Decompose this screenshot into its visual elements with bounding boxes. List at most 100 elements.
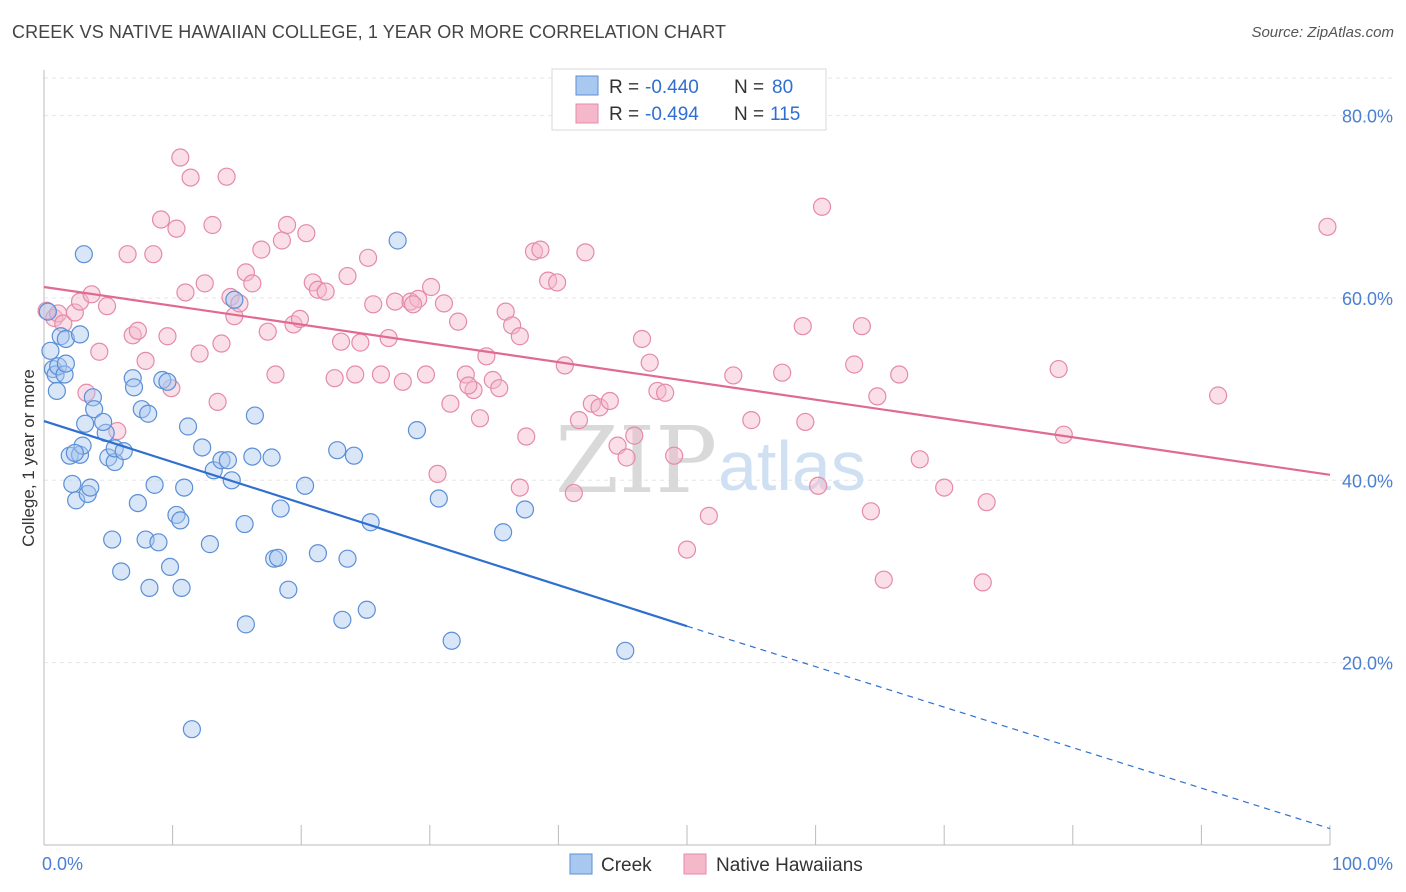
creek-point <box>308 544 328 563</box>
native-hawaiians-point <box>456 365 475 384</box>
creek-point <box>74 245 93 264</box>
creek-point <box>182 720 201 739</box>
creek-point <box>124 378 144 397</box>
creek-point <box>225 290 244 309</box>
y-tick-label: 40.0% <box>1342 471 1393 491</box>
native-hawaiians-point <box>416 365 436 384</box>
native-hawaiians-point <box>151 210 171 229</box>
creek-trend-extension <box>686 625 1331 830</box>
native-hawaiians-point <box>890 365 909 384</box>
native-hawaiians-point <box>524 242 544 261</box>
native-hawaiians-point <box>364 295 383 314</box>
native-hawaiians-point <box>90 342 109 361</box>
legend-hawaii-r-value: -0.494 <box>645 104 699 125</box>
native-hawaiians-point <box>118 245 137 264</box>
native-hawaiians-point <box>555 356 574 375</box>
x-tick-label: 0.0% <box>42 854 83 874</box>
native-hawaiians-point <box>190 344 209 363</box>
native-hawaiians-point <box>316 282 335 301</box>
y-tick-label: 20.0% <box>1342 654 1393 674</box>
native-hawaiians-point <box>65 303 84 322</box>
creek-point <box>271 499 290 518</box>
native-hawaiians-point <box>742 411 761 430</box>
native-hawaiians-point <box>217 167 236 186</box>
native-hawaiians-point <box>325 369 344 388</box>
native-hawaiians-point <box>128 321 147 340</box>
creek-point <box>56 329 75 349</box>
native-hawaiians-point <box>564 483 583 503</box>
native-hawaiians-point <box>243 274 262 293</box>
native-hawaiians-point <box>358 248 378 267</box>
bottom-legend-hawaii-label: Native Hawaiians <box>716 855 863 876</box>
creek-point <box>279 580 298 599</box>
bottom-legend-creek-label: Creek <box>601 855 652 876</box>
native-hawaiians-point <box>144 245 163 264</box>
native-hawaiians-point <box>470 409 490 428</box>
native-hawaiians-point <box>632 329 652 349</box>
creek-point <box>65 443 84 463</box>
legend-hawaii-n-label: N = <box>734 104 764 125</box>
native-hawaiians-point <box>108 421 127 441</box>
creek-point <box>268 548 288 567</box>
native-hawaiians-point <box>338 266 357 286</box>
native-hawaiians-point <box>910 450 929 469</box>
native-hawaiians-point <box>266 365 285 384</box>
native-hawaiians-point <box>158 327 177 346</box>
creek-point <box>357 600 376 619</box>
native-hawaiians-point <box>351 333 370 352</box>
native-hawaiians-point <box>136 351 155 370</box>
native-hawaiians-point <box>809 476 828 495</box>
x-tick-label: 100.0% <box>1332 854 1393 874</box>
chart-title: CREEK VS NATIVE HAWAIIAN COLLEGE, 1 YEAR… <box>12 22 727 42</box>
native-hawaiians-point <box>171 148 190 167</box>
creek-point <box>515 500 535 519</box>
gridlines <box>44 77 1392 664</box>
creek-point <box>344 446 364 465</box>
native-hawaiians-point <box>448 312 468 331</box>
native-hawaiians-point <box>548 273 567 292</box>
native-hawaiians-point <box>569 411 589 430</box>
native-hawaiians-point <box>181 168 200 187</box>
creek-point <box>56 354 75 373</box>
creek-point <box>235 514 254 534</box>
native-hawaiians-point <box>212 334 231 353</box>
legend-creek-r-label: R = <box>609 77 639 98</box>
y-tick-label: 60.0% <box>1342 289 1393 309</box>
native-hawaiians-point <box>852 317 871 336</box>
native-hawaiians-point <box>812 197 832 216</box>
native-hawaiians-point <box>459 376 478 395</box>
creek-point <box>616 641 635 660</box>
creek-points <box>38 231 635 739</box>
native-hawaiians-trend-line <box>43 285 1331 476</box>
native-hawaiians-point <box>434 294 454 313</box>
creek-point <box>81 478 100 497</box>
native-hawaiians-point <box>371 365 391 384</box>
creek-point <box>407 421 427 440</box>
native-hawaiians-point <box>331 332 351 351</box>
creek-point <box>236 615 256 634</box>
native-hawaiians-point <box>793 317 812 336</box>
native-hawaiians-point <box>625 426 644 445</box>
creek-point <box>338 549 357 568</box>
native-hawaiians-point <box>977 493 996 512</box>
native-hawaiians-point <box>796 412 815 432</box>
creek-point <box>85 400 104 419</box>
creek-trend-line <box>43 419 688 628</box>
native-hawaiians-point <box>258 322 277 341</box>
native-hawaiians-point <box>861 502 880 521</box>
creek-point <box>328 441 347 460</box>
creek-point <box>149 533 168 552</box>
creek-point <box>128 493 147 513</box>
native-hawaiians-point <box>640 353 659 372</box>
native-hawaiians-point <box>236 263 256 282</box>
native-hawaiians-point <box>531 240 550 259</box>
native-hawaiians-point <box>37 301 56 320</box>
legend-hawaii-n-value: 115 <box>770 104 800 125</box>
native-hawaiians-point <box>393 372 412 391</box>
native-hawaiians-point <box>428 464 447 484</box>
watermark: ZIP atlas <box>555 407 866 514</box>
creek-point <box>145 475 164 494</box>
native-hawaiians-point <box>1049 359 1068 379</box>
native-hawaiians-point <box>510 478 529 497</box>
